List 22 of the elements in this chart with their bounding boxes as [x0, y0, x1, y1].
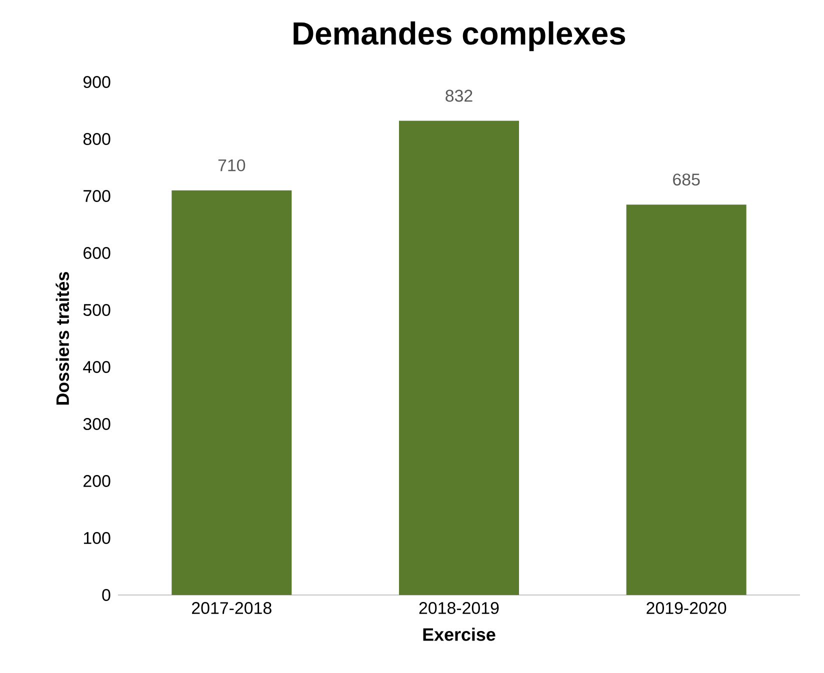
y-tick-label: 100 — [84, 532, 110, 544]
x-axis-title: Exercise — [423, 628, 496, 641]
y-tick-label: 900 — [83, 76, 110, 88]
bar — [172, 190, 292, 595]
x-tick-label: 2019-2020 — [646, 602, 726, 614]
y-tick-label: 500 — [83, 304, 110, 316]
chart-title: Demandes complexes — [294, 21, 626, 52]
data-label: 710 — [218, 159, 246, 172]
y-tick-label: 300 — [83, 418, 110, 430]
y-tick-label: 600 — [84, 247, 110, 259]
y-tick-label: 0 — [102, 589, 110, 601]
x-tick-label: 2018-2019 — [419, 602, 499, 614]
y-tick-label: 800 — [83, 133, 110, 145]
x-tick-label: 2017-2018 — [192, 602, 272, 614]
y-axis-title: Dossiers traités — [56, 272, 70, 405]
y-tick-label: 700 — [84, 190, 110, 202]
bar — [399, 120, 519, 595]
bar — [626, 204, 746, 595]
data-label: 832 — [446, 90, 472, 102]
data-label: 685 — [673, 174, 700, 186]
y-tick-label: 200 — [84, 475, 110, 487]
y-tick-label: 400 — [83, 361, 110, 373]
